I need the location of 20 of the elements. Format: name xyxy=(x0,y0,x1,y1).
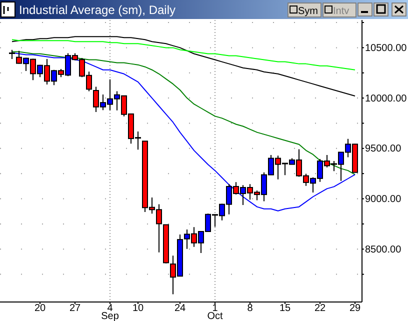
y-tick-label: 10000.00 xyxy=(365,93,408,104)
x-tick-label: 22 xyxy=(314,303,326,314)
x-tick-label: 1 Oct xyxy=(207,303,223,321)
y-tick-label: 9000.00 xyxy=(365,194,402,205)
x-tick-label: 24 xyxy=(174,303,186,314)
line-series xyxy=(12,39,356,70)
chart-title: Industrial Average (sm), Daily xyxy=(19,3,176,17)
line-series xyxy=(12,36,356,97)
x-tick-label: 20 xyxy=(34,303,46,314)
x-tick-label: 8 xyxy=(247,303,254,314)
text: Sym xyxy=(298,6,318,17)
x-tick-label: 29 xyxy=(349,303,361,314)
y-tick-label: 9500.00 xyxy=(365,144,402,155)
text: Intv xyxy=(333,6,350,17)
x-tick-label: 15 xyxy=(279,303,291,314)
x-tick-label: 27 xyxy=(69,303,81,314)
y-tick-label: 8500.00 xyxy=(365,244,402,256)
y-tick-label: 10500.00 xyxy=(365,42,408,54)
x-tick-label: 4 Sep xyxy=(101,303,120,321)
x-tick-label: 10 xyxy=(132,303,144,314)
